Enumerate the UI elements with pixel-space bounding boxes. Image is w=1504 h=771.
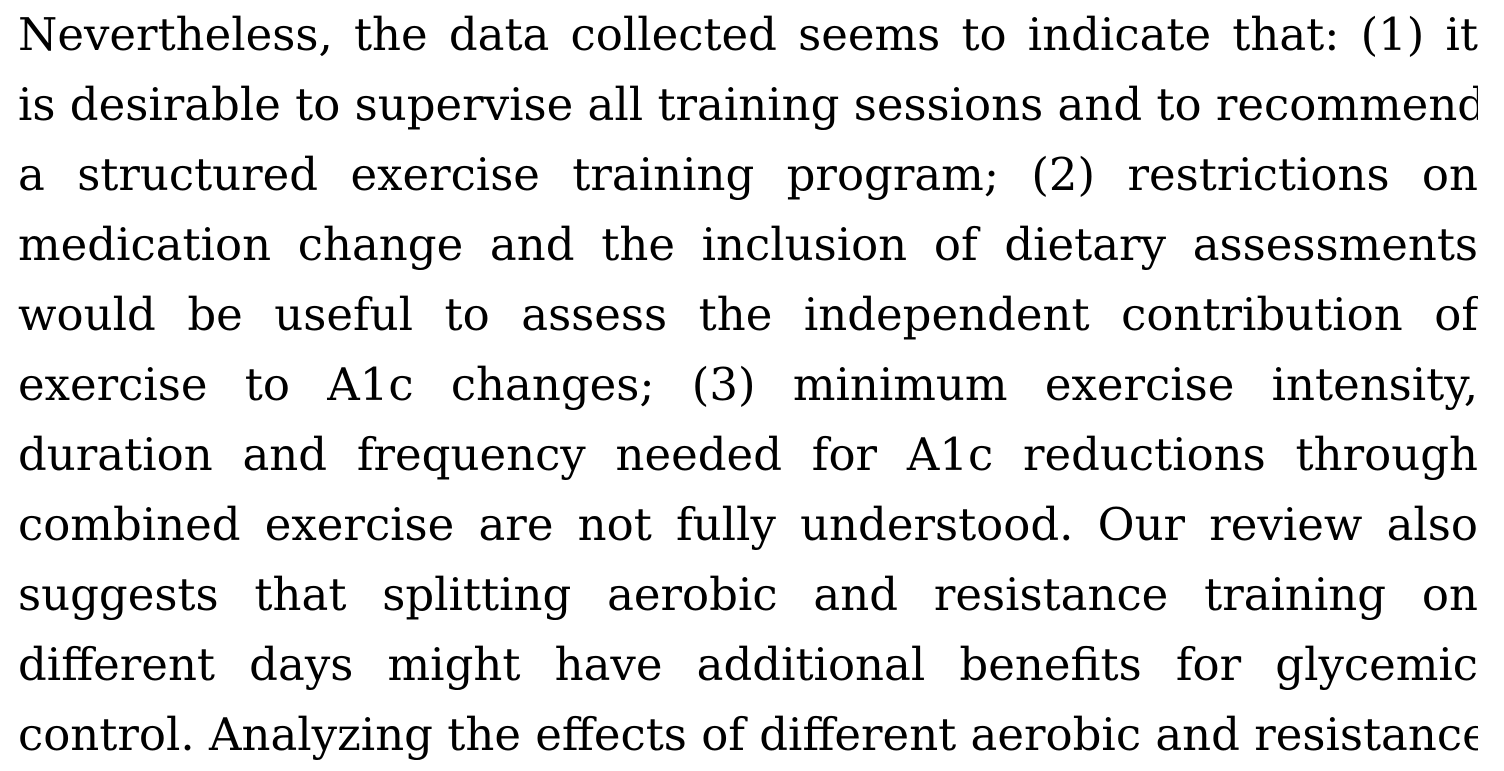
text-line: duration and frequency needed for A1c re… [18, 428, 1478, 481]
text-line: Nevertheless, the data collected seems t… [18, 8, 1478, 61]
text-line: control. Analyzing the effects of differ… [18, 708, 1478, 761]
text-line: different days might have additional ben… [18, 638, 1478, 691]
text-line: medication change and the inclusion of d… [18, 218, 1478, 271]
text-line: is desirable to supervise all training s… [18, 78, 1478, 131]
text-line: a structured exercise training program; … [18, 148, 1478, 201]
text-line: would be useful to assess the independen… [18, 288, 1478, 341]
body-paragraph: Nevertheless, the data collected seems t… [18, 0, 1478, 770]
text-line: suggests that splitting aerobic and resi… [18, 568, 1478, 621]
text-line: exercise to A1c changes; (3) minimum exe… [18, 358, 1478, 411]
document-page: Nevertheless, the data collected seems t… [18, 0, 1478, 771]
text-line: combined exercise are not fully understo… [18, 498, 1478, 551]
